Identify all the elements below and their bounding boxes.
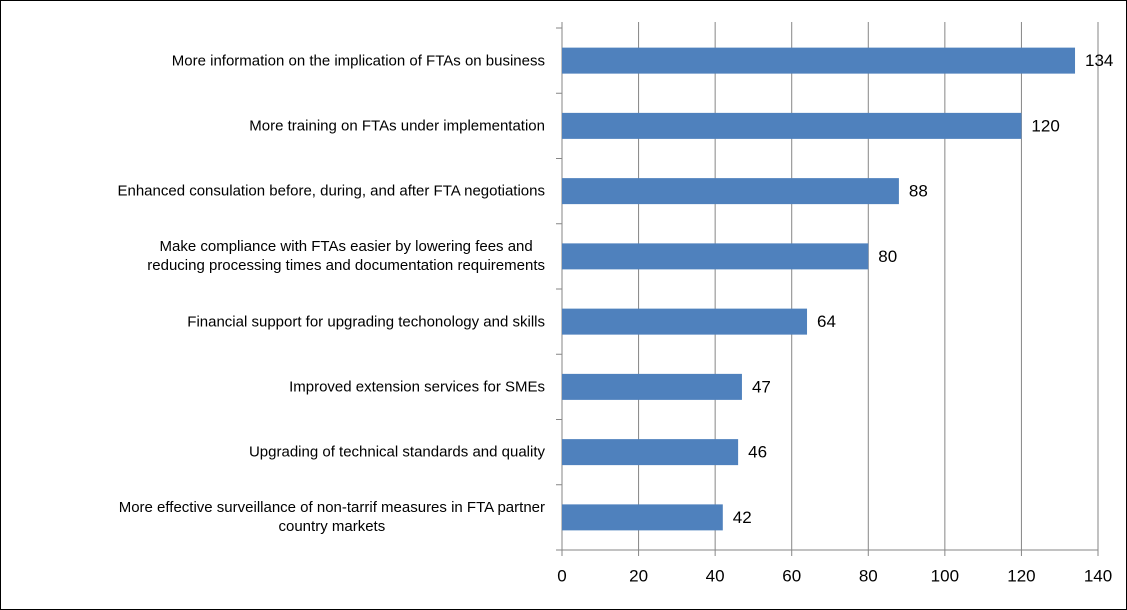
x-tick-label: 40 (706, 566, 725, 585)
x-tick-label: 140 (1084, 566, 1112, 585)
y-tick-label: More training on FTAs under implementati… (249, 117, 545, 135)
x-tick-label: 60 (782, 566, 801, 585)
bar (562, 373, 742, 400)
bar (562, 112, 1022, 139)
x-tick-label: 80 (859, 566, 878, 585)
y-tick-label: Enhanced consulation before, during, and… (117, 182, 545, 200)
value-label: 80 (878, 247, 897, 266)
bar (562, 308, 808, 335)
category-label-box: More information on the implication of F… (0, 51, 545, 70)
category-label-box: Enhanced consulation before, during, and… (0, 182, 545, 201)
bar (562, 504, 723, 531)
value-label: 46 (748, 443, 767, 462)
category-label-box: More training on FTAs under implementati… (0, 116, 545, 135)
bar (562, 178, 899, 205)
value-label: 64 (817, 312, 836, 331)
y-tick-label: More information on the implication of F… (171, 52, 545, 70)
x-tick-label: 0 (557, 566, 566, 585)
bar (562, 439, 739, 466)
value-label: 120 (1031, 116, 1059, 135)
value-label: 47 (752, 377, 771, 396)
category-label-box: More effective surveillance of non-tarri… (0, 498, 545, 536)
x-tick-label: 100 (931, 566, 959, 585)
y-tick-label: More effective surveillance of non-tarri… (118, 499, 545, 536)
bar (562, 47, 1076, 74)
bar (562, 243, 869, 270)
category-label-box: Upgrading of technical standards and qua… (0, 443, 545, 462)
x-tick-label: 120 (1007, 566, 1035, 585)
y-tick-label: Financial support for upgrading techonol… (187, 313, 545, 331)
y-tick-label: Upgrading of technical standards and qua… (248, 443, 545, 461)
x-tick-label: 20 (629, 566, 648, 585)
category-label-box: Improved extension services for SMEs (0, 377, 545, 396)
y-tick-label: Improved extension services for SMEs (289, 378, 545, 396)
value-label: 88 (909, 182, 928, 201)
category-label-box: Financial support for upgrading techonol… (0, 312, 545, 331)
value-label: 134 (1085, 51, 1113, 70)
category-label-box: Make compliance with FTAs easier by lowe… (0, 237, 545, 275)
y-tick-label: Make compliance with FTAs easier by lowe… (147, 238, 545, 275)
value-label: 42 (733, 508, 752, 527)
